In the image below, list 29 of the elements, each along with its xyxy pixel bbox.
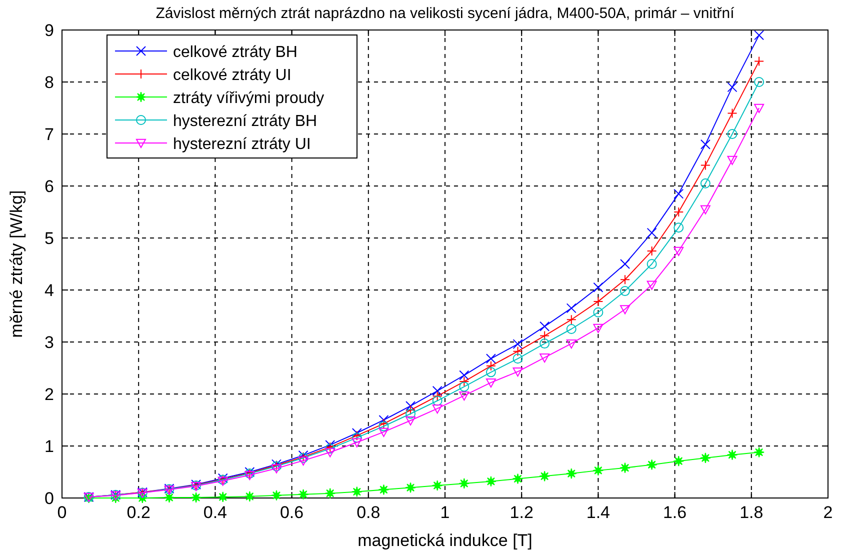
- y-tick-label: 8: [44, 73, 54, 92]
- y-tick-label: 6: [44, 177, 54, 196]
- x-tick-label: 1.2: [510, 503, 534, 522]
- x-tick-label: 1.6: [662, 503, 687, 522]
- x-tick-label: 2: [823, 503, 833, 522]
- y-tick-label: 2: [44, 385, 54, 404]
- y-tick-label: 9: [44, 21, 54, 40]
- chart-title: Závislost měrných ztrát naprázdno na velikosti sycení jádra, M400-50A, primár – vnitřní: [156, 5, 736, 22]
- legend-label: celkové ztráty BH: [173, 44, 298, 61]
- y-tick-label: 0: [44, 489, 54, 508]
- x-tick-label: 0: [57, 503, 67, 522]
- legend-label: celkové ztráty UI: [173, 67, 292, 84]
- x-tick-label: 1: [440, 503, 450, 522]
- x-tick-label: 0.2: [126, 503, 150, 522]
- x-tick-label: 1.8: [740, 503, 764, 522]
- x-tick-label: 0.8: [356, 503, 380, 522]
- y-tick-label: 5: [44, 229, 54, 248]
- x-tick-label: 1.4: [586, 503, 610, 522]
- y-tick-label: 4: [44, 281, 54, 300]
- x-tick-label: 0.4: [203, 503, 228, 522]
- y-tick-label: 1: [44, 437, 54, 456]
- y-axis-title: měrné ztráty [W/kg]: [7, 190, 26, 338]
- y-tick-label: 7: [44, 125, 54, 144]
- legend-label: hysterezní ztráty UI: [173, 136, 311, 153]
- x-tick-label: 0.6: [280, 503, 304, 522]
- legend-label: hysterezní ztráty BH: [173, 113, 318, 130]
- x-axis-title: magnetická indukce [T]: [358, 531, 532, 550]
- legend-label: ztráty vířivými proudy: [173, 90, 324, 107]
- y-tick-label: 3: [44, 333, 54, 352]
